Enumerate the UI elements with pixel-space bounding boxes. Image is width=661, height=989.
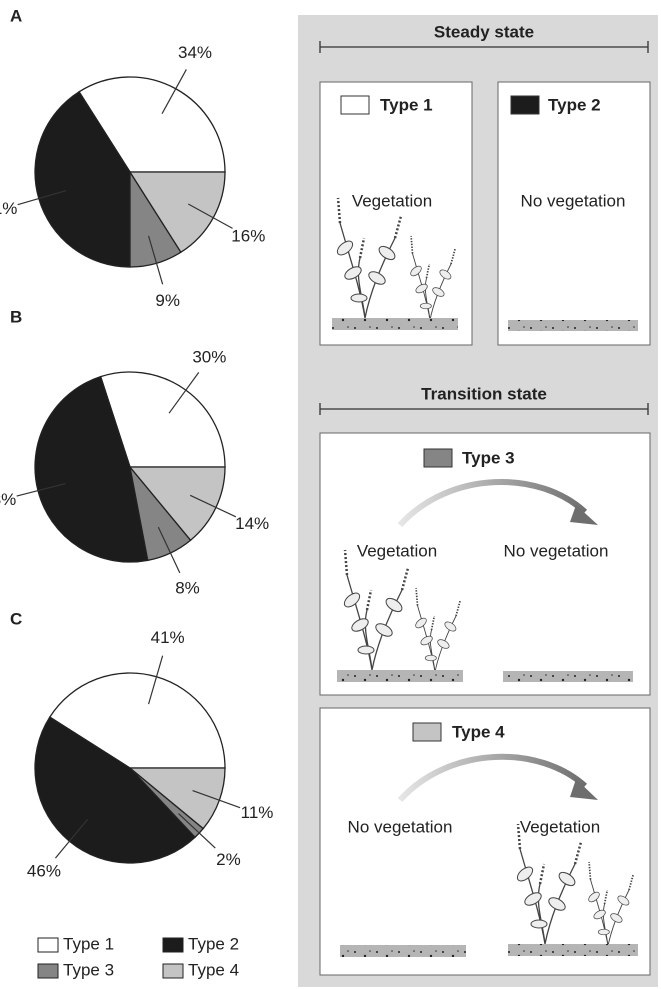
leader-line	[178, 813, 216, 849]
value-label: 8%	[175, 579, 200, 598]
box-label: Type 2	[548, 95, 601, 114]
box-label: Type 4	[452, 722, 505, 741]
box-text: Vegetation	[357, 541, 437, 560]
legend-label: Type 4	[188, 960, 239, 979]
value-label: 30%	[192, 347, 226, 366]
box-text: No vegetation	[348, 817, 453, 836]
leader-line	[187, 203, 233, 229]
value-label: 34%	[178, 43, 212, 62]
value-label: 16%	[231, 227, 265, 246]
leader-line	[189, 494, 237, 518]
leader-line	[17, 189, 67, 206]
legend-swatch	[37, 963, 59, 979]
legend-swatch	[37, 937, 59, 953]
legend-label: Type 3	[63, 960, 114, 979]
box-text: Vegetation	[520, 817, 600, 836]
value-label: 41%	[0, 199, 17, 218]
panel-letter: C	[10, 609, 22, 628]
value-label: 41%	[151, 628, 185, 647]
leader-line	[192, 789, 241, 809]
value-label: 11%	[241, 803, 274, 822]
value-label: 2%	[216, 850, 241, 869]
legend-swatch	[162, 963, 184, 979]
steady-title: Steady state	[434, 22, 534, 41]
box-text: No vegetation	[521, 191, 626, 210]
box-label: Type 3	[462, 448, 515, 467]
leader-line	[161, 69, 187, 115]
type1-swatch	[340, 95, 370, 115]
leader-line	[147, 235, 164, 285]
diagram-panel: Steady state Type 1 Vegetation Type 2 No…	[298, 15, 658, 987]
value-label: 14%	[235, 514, 269, 533]
panel-letter: A	[10, 6, 22, 25]
legend-swatch	[162, 937, 184, 953]
leader-line	[16, 482, 66, 497]
legend-label: Type 1	[63, 934, 114, 953]
box-label: Type 1	[380, 95, 433, 114]
box-text: No vegetation	[504, 541, 609, 560]
leader-line	[54, 818, 89, 859]
panel-letter: B	[10, 307, 22, 326]
legend-label: Type 2	[188, 934, 239, 953]
leader-line	[147, 655, 164, 705]
value-label: 9%	[155, 291, 180, 310]
box-text: Vegetation	[352, 191, 432, 210]
transition-title: Transition state	[421, 384, 547, 403]
leader-line	[168, 371, 200, 414]
leader-line	[157, 526, 181, 574]
value-label: 46%	[27, 862, 61, 881]
value-label: 48%	[0, 490, 16, 509]
